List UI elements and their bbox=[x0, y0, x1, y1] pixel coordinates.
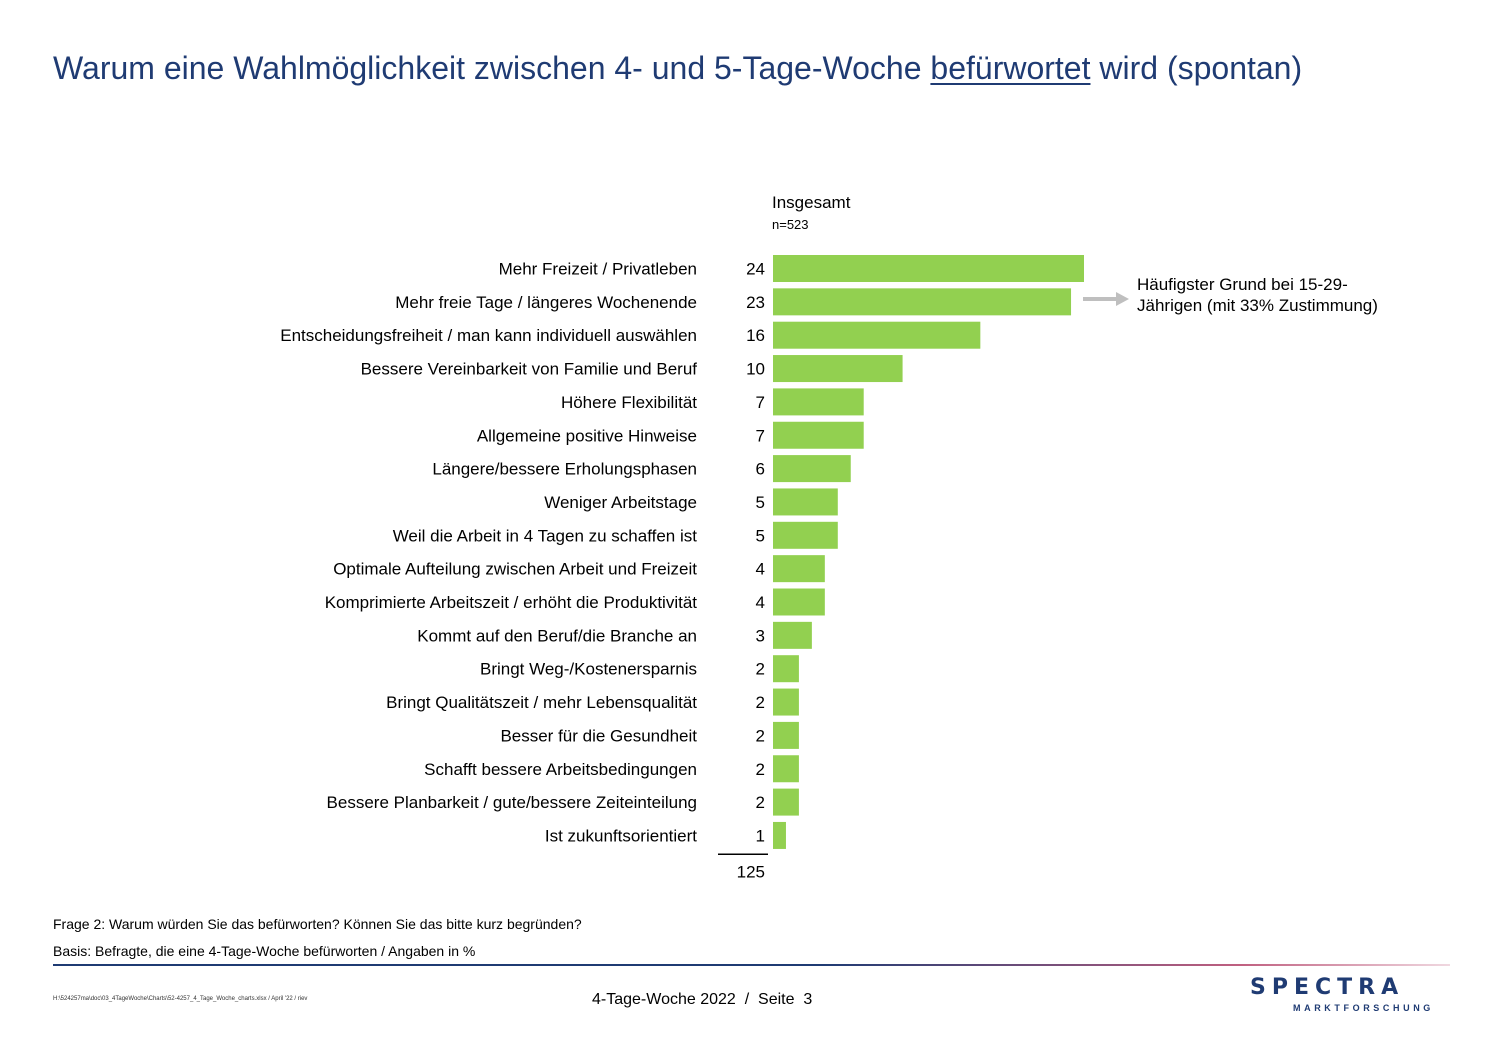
bar bbox=[773, 621, 812, 649]
bar bbox=[773, 355, 903, 383]
spectra-logo: SPECTRA MARKTFORSCHUNG bbox=[1250, 975, 1440, 1015]
file-path: H:\524257ma\doc\03_4TageWoche\Charts\52-… bbox=[53, 996, 308, 1002]
category-label: Längere/bessere Erholungsphasen bbox=[432, 460, 697, 479]
data-label: 23 bbox=[746, 293, 765, 312]
bar bbox=[773, 688, 799, 716]
category-label: Höhere Flexibilität bbox=[561, 393, 697, 412]
footer-page-info: 4-Tage-Woche 2022 / Seite 3 bbox=[592, 991, 813, 1008]
category-label: Weniger Arbeitstage bbox=[544, 493, 697, 512]
chart-annotation: Häufigster Grund bei 15-29- Jährigen (mi… bbox=[1137, 274, 1378, 316]
category-label: Bringt Weg-/Kostenersparnis bbox=[480, 660, 697, 679]
data-label: 10 bbox=[746, 360, 765, 379]
logo-subtitle: MARKTFORSCHUNG bbox=[1293, 1003, 1434, 1013]
bar bbox=[773, 488, 838, 516]
data-label: 1 bbox=[756, 826, 765, 845]
bar bbox=[773, 288, 1072, 316]
data-label: 3 bbox=[756, 626, 765, 645]
question-footnote: Frage 2: Warum würden Sie das befürworte… bbox=[53, 916, 582, 932]
data-label: 16 bbox=[746, 326, 765, 345]
category-label: Bringt Qualitätszeit / mehr Lebensqualit… bbox=[386, 693, 697, 712]
category-label: Komprimierte Arbeitszeit / erhöht die Pr… bbox=[325, 593, 698, 612]
bar bbox=[773, 788, 799, 816]
category-label: Bessere Vereinbarkeit von Familie und Be… bbox=[361, 360, 698, 379]
data-label: 2 bbox=[756, 793, 765, 812]
arrow-right-icon bbox=[1083, 292, 1129, 306]
data-label: 5 bbox=[756, 526, 765, 545]
bar bbox=[773, 721, 799, 749]
title-underlined-word: befürwortet bbox=[930, 50, 1091, 86]
category-label: Optimale Aufteilung zwischen Arbeit und … bbox=[333, 560, 697, 579]
bar bbox=[773, 555, 825, 583]
category-label: Weil die Arbeit in 4 Tagen zu schaffen i… bbox=[393, 526, 698, 545]
category-label: Bessere Planbarkeit / gute/bessere Zeite… bbox=[327, 793, 697, 812]
data-label: 6 bbox=[756, 460, 765, 479]
data-label: 2 bbox=[756, 660, 765, 679]
basis-footnote: Basis: Befragte, die eine 4-Tage-Woche b… bbox=[53, 943, 476, 959]
annotation-line-1: Häufigster Grund bei 15-29- bbox=[1137, 275, 1348, 294]
category-label: Besser für die Gesundheit bbox=[500, 726, 697, 745]
data-label: 7 bbox=[756, 426, 765, 445]
bar bbox=[773, 755, 799, 783]
bar bbox=[773, 521, 838, 549]
column-header: Insgesamt bbox=[772, 193, 851, 212]
category-label: Mehr Freizeit / Privatleben bbox=[499, 260, 697, 279]
data-label: 2 bbox=[756, 760, 765, 779]
data-label: 5 bbox=[756, 493, 765, 512]
bar bbox=[773, 255, 1084, 282]
page-title: Warum eine Wahlmöglichkeit zwischen 4- u… bbox=[53, 50, 1302, 87]
bar bbox=[773, 321, 981, 349]
data-label: 4 bbox=[756, 560, 765, 579]
category-label: Schafft bessere Arbeitsbedingungen bbox=[424, 760, 697, 779]
data-label: 24 bbox=[746, 260, 765, 279]
bar bbox=[773, 821, 786, 849]
footer-divider bbox=[53, 964, 1450, 966]
category-label: Ist zukunftsorientiert bbox=[545, 826, 697, 845]
total-label: 125 bbox=[737, 862, 765, 881]
annotation-line-2: Jährigen (mit 33% Zustimmung) bbox=[1137, 296, 1378, 315]
bar bbox=[773, 655, 799, 683]
data-label: 7 bbox=[756, 393, 765, 412]
category-label: Allgemeine positive Hinweise bbox=[477, 426, 697, 445]
title-text-end: wird (spontan) bbox=[1090, 50, 1303, 86]
data-label: 2 bbox=[756, 726, 765, 745]
bar bbox=[773, 455, 851, 483]
logo-wordmark: SPECTRA bbox=[1250, 975, 1405, 1000]
bar bbox=[773, 388, 864, 416]
title-text-start: Warum eine Wahlmöglichkeit zwischen 4- u… bbox=[53, 50, 931, 86]
sample-size: n=523 bbox=[772, 217, 809, 232]
bar bbox=[773, 421, 864, 449]
category-label: Mehr freie Tage / längeres Wochenende bbox=[395, 293, 697, 312]
data-label: 2 bbox=[756, 693, 765, 712]
category-label: Kommt auf den Beruf/die Branche an bbox=[417, 626, 697, 645]
bar bbox=[773, 588, 825, 616]
category-label: Entscheidungsfreiheit / man kann individ… bbox=[280, 326, 697, 345]
data-label: 4 bbox=[756, 593, 765, 612]
